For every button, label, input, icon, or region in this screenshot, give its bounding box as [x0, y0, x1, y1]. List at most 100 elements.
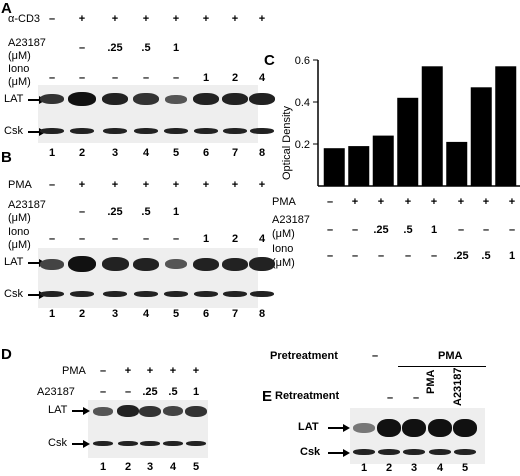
- panel-b-row-unit-a23187: (μM): [8, 212, 31, 224]
- panel-c-y-tick-label-1: 0.2: [295, 139, 310, 151]
- panel-d-row-label-a23187: A23187: [37, 386, 75, 398]
- panel-b-lane-number-4: 4: [142, 308, 150, 320]
- panel-a-row-label-iono: Iono: [8, 63, 30, 75]
- panel-a-lat-band-lane7: [222, 93, 248, 105]
- panel-a-csk-band-lane7: [223, 128, 247, 134]
- panel-d-lat-arrow: [72, 407, 90, 415]
- panel-b-iono-lane2: –: [78, 233, 86, 245]
- panel-a-cd3-lane1: –: [48, 13, 56, 25]
- panel-c-a23187-lane8: –: [508, 224, 516, 236]
- panel-d-csk-arrow: [72, 440, 90, 448]
- panel-c-bar-4: [397, 97, 419, 186]
- panel-d-csk-label: Csk: [48, 437, 67, 449]
- panel-b-a23187-lane3: .25: [107, 206, 123, 218]
- panel-e-csk-band-lane5: [454, 449, 476, 455]
- panel-b-csk-band-lane6: [194, 291, 218, 297]
- panel-d-lane-number-1: 1: [99, 461, 107, 473]
- panel-c-y-tick-label-2: 0.4: [295, 97, 310, 109]
- panel-a-csk-band-lane3: [103, 128, 127, 134]
- panel-b-lane-number-7: 7: [231, 308, 239, 320]
- panel-b-csk-band-lane3: [103, 291, 127, 297]
- panel-b-pma-lane4: +: [142, 179, 150, 191]
- panel-b-pma-lane1: –: [48, 179, 56, 191]
- panel-b-lat-band-lane5: [165, 259, 187, 269]
- panel-a-iono-lane4: –: [142, 72, 150, 84]
- panel-b-lat-band-lane2: [68, 256, 96, 272]
- panel-b-row-label-iono: Iono: [8, 226, 30, 238]
- panel-a-row-label-cd3: α-CD3: [8, 13, 41, 25]
- panel-a-row-unit-a23187: (μM): [8, 50, 31, 62]
- panel-b-iono-lane4: –: [142, 233, 150, 245]
- panel-e-lat-arrow: [328, 424, 350, 432]
- panel-d-lat-band-lane1: [93, 406, 113, 416]
- panel-a-lat-band-lane2: [68, 92, 96, 106]
- panel-a-letter: A: [1, 0, 12, 17]
- panel-e-lat-band-lane5: [453, 419, 477, 437]
- panel-c-row-unit-a23187: (μM): [272, 228, 295, 240]
- panel-c-a23187-lane5: 1: [430, 224, 438, 236]
- panel-b-csk-label: Csk: [4, 288, 23, 300]
- panel-b-csk-band-lane4: [134, 291, 158, 297]
- panel-c-pma-lane1: –: [326, 196, 334, 208]
- panel-b-letter: B: [1, 149, 12, 166]
- panel-a-a23187-lane3: .25: [107, 42, 123, 54]
- panel-b-csk-arrow: [28, 291, 46, 299]
- panel-a-lat-band-lane5: [165, 94, 187, 104]
- panel-e-csk-band-lane1: [353, 449, 375, 455]
- panel-e-pretreatment-label: Pretreatment: [270, 350, 338, 362]
- panel-a-lane-number-6: 6: [202, 147, 210, 159]
- panel-b-iono-lane7: 2: [231, 233, 239, 245]
- panel-a-lane-number-1: 1: [48, 147, 56, 159]
- panel-e-lane-number-5: 5: [461, 462, 469, 474]
- panel-d-pma-lane4: +: [169, 365, 177, 377]
- panel-a-csk-band-lane5: [164, 128, 188, 134]
- panel-e-retreatment-label: Retreatment: [275, 390, 340, 402]
- panel-a-cd3-lane3: +: [111, 13, 119, 25]
- panel-c-bar-1: [323, 148, 345, 186]
- panel-c-row-label-iono: Iono: [272, 243, 294, 255]
- panel-c-y-axis-label: Optical Density: [281, 106, 293, 180]
- panel-e-csk-band-lane4: [429, 449, 451, 455]
- panel-b-iono-lane1: –: [48, 233, 56, 245]
- panel-a-cd3-lane4: +: [142, 13, 150, 25]
- panel-a-a23187-lane2: –: [78, 42, 86, 54]
- panel-a-csk-band-lane4: [134, 128, 158, 134]
- panel-b-pma-lane2: +: [78, 179, 86, 191]
- panel-a-cd3-lane7: +: [231, 13, 239, 25]
- panel-d-csk-band-lane5: [186, 440, 206, 446]
- panel-c-bar-8: [495, 66, 517, 186]
- panel-c-bar-7: [470, 87, 492, 186]
- panel-b-iono-lane3: –: [111, 233, 119, 245]
- panel-a-csk-band-lane1: [40, 128, 64, 134]
- panel-b-lat-band-lane1: [40, 258, 64, 270]
- panel-c-iono-lane1: –: [326, 250, 334, 262]
- panel-b-lane-number-6: 6: [202, 308, 210, 320]
- panel-c-pma-lane6: +: [457, 196, 465, 208]
- panel-c-pma-lane7: +: [482, 196, 490, 208]
- panel-b-lat-band-lane4: [133, 257, 159, 271]
- panel-e-pretreatment-none: –: [372, 350, 379, 362]
- panel-a-lat-arrow: [28, 96, 46, 104]
- panel-d-lane-number-4: 4: [169, 461, 177, 473]
- panel-c-pma-lane8: +: [508, 196, 516, 208]
- panel-d-lane-number-3: 3: [146, 461, 154, 473]
- panel-e-retreatment-lane5: A23187: [452, 367, 464, 406]
- panel-d-lat-band-lane5: [185, 405, 207, 417]
- panel-a-lat-band-lane6: [193, 93, 219, 105]
- panel-a-a23187-lane5: 1: [172, 42, 180, 54]
- panel-d-pma-lane5: +: [192, 365, 200, 377]
- panel-b-csk-band-lane5: [164, 291, 188, 297]
- panel-c-pma-lane2: +: [351, 196, 359, 208]
- panel-a-lane-number-5: 5: [172, 147, 180, 159]
- panel-d-lat-band-lane4: [163, 406, 183, 416]
- panel-b-iono-lane6: 1: [202, 233, 210, 245]
- panel-c-bar-2: [348, 146, 370, 186]
- panel-b-pma-lane8: +: [258, 179, 266, 191]
- panel-a-csk-band-lane6: [194, 128, 218, 134]
- panel-a-lane-number-3: 3: [111, 147, 119, 159]
- panel-e-pretreatment-pma: PMA: [438, 350, 463, 362]
- panel-c-a23187-lane3: .25: [373, 224, 389, 236]
- panel-c-a23187-lane7: –: [482, 224, 490, 236]
- panel-e-lat-band-lane1: [353, 423, 375, 433]
- panel-b-a23187-lane5: 1: [172, 206, 180, 218]
